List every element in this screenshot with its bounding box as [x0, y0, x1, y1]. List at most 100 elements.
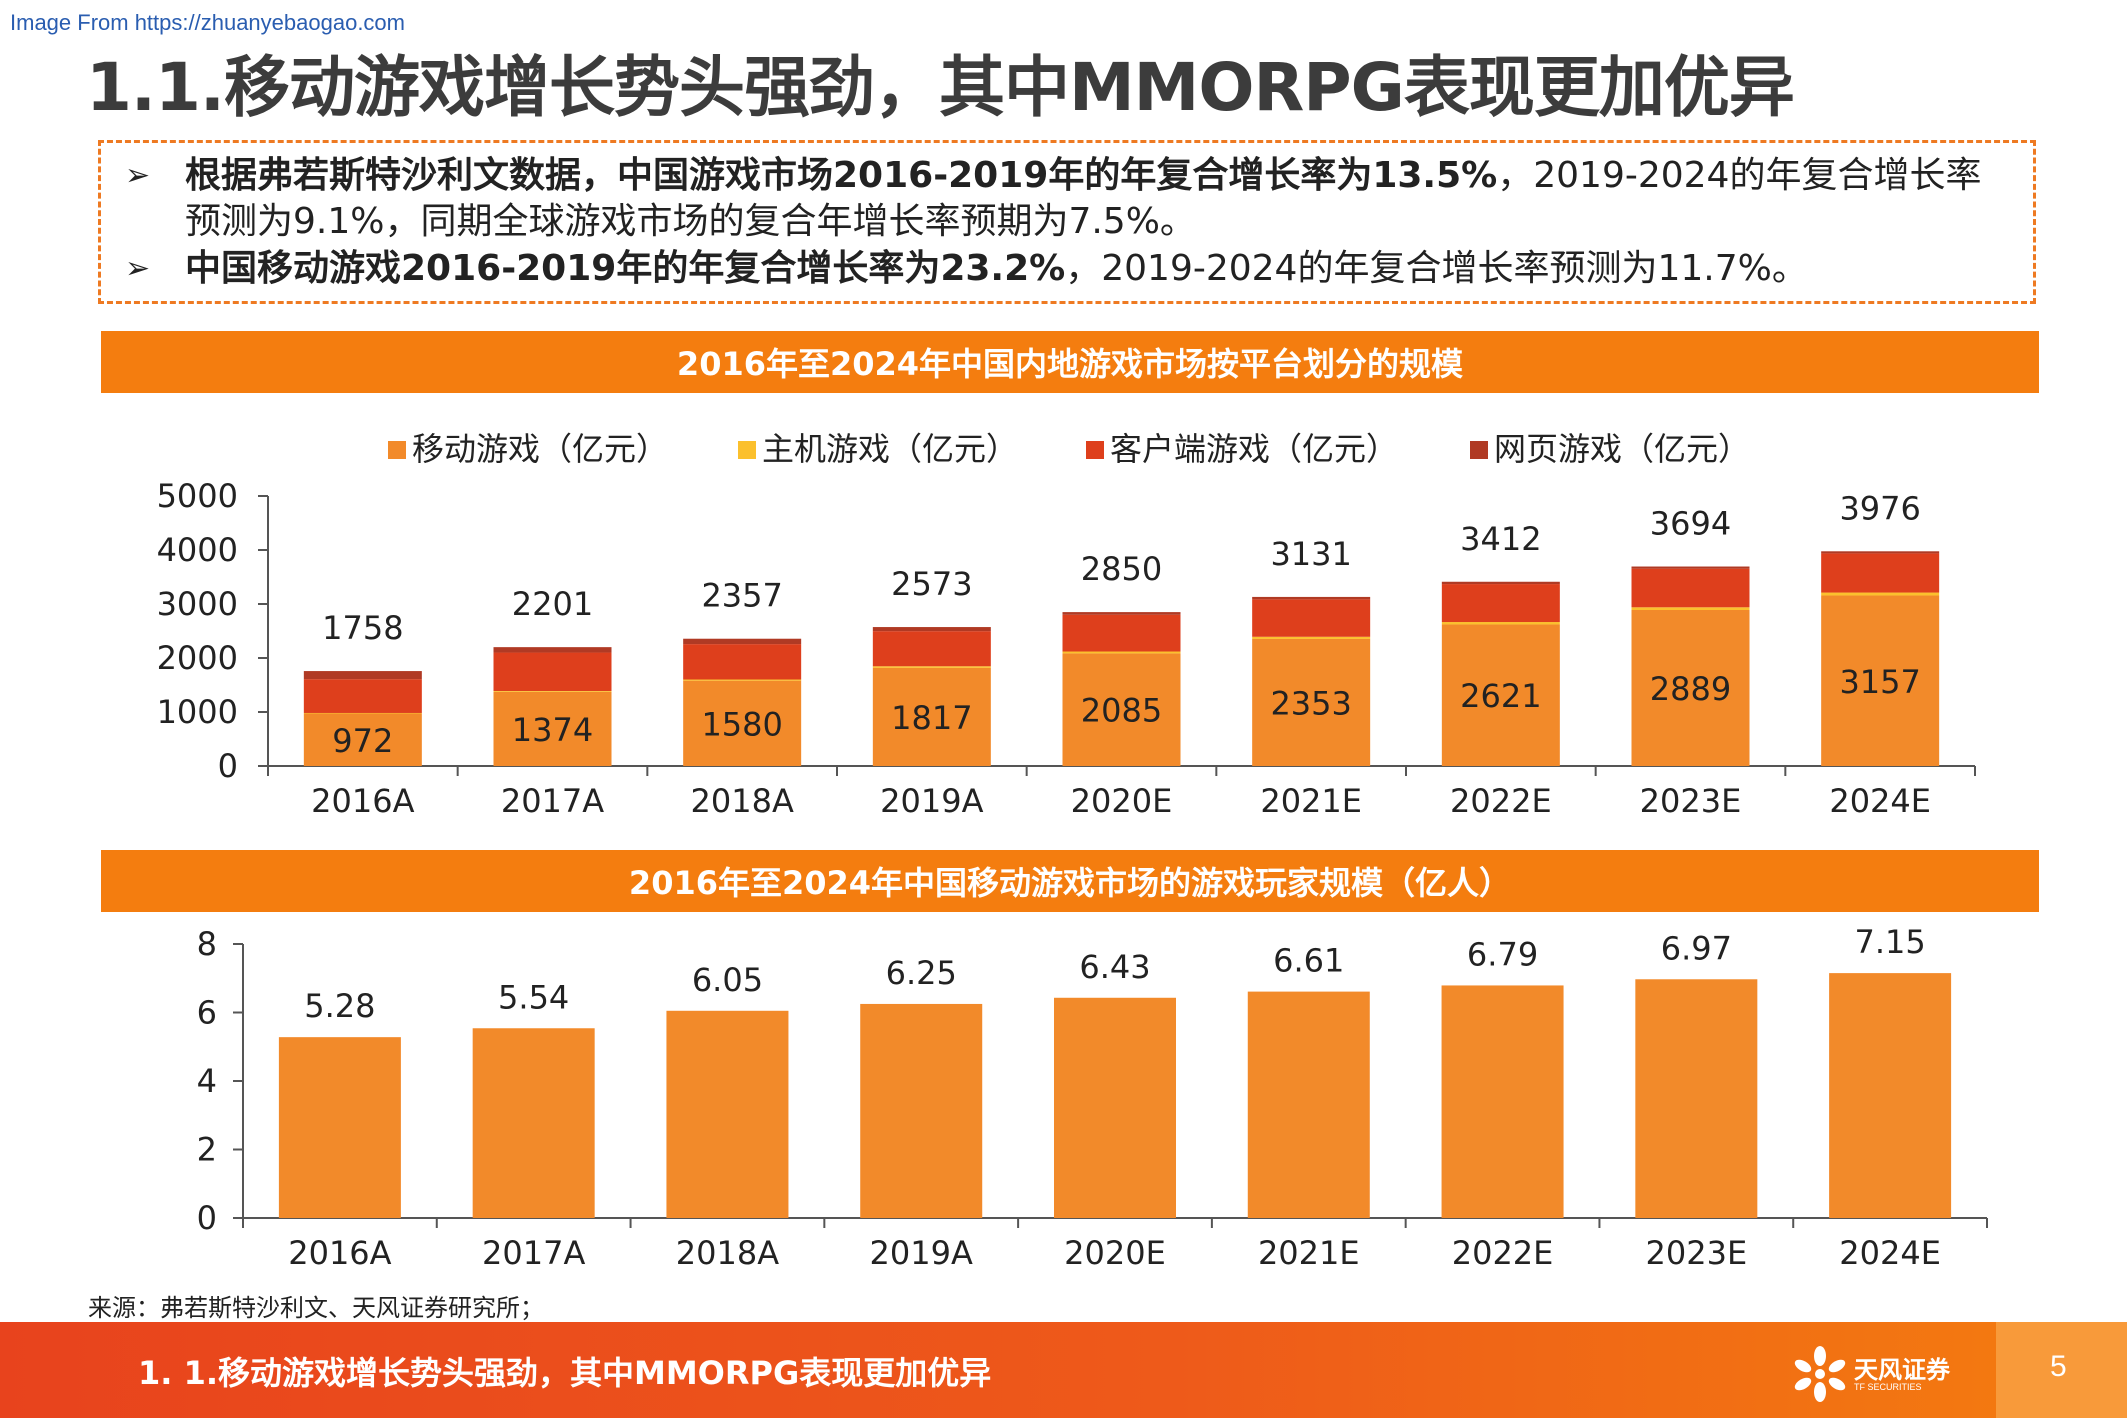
legend-label: 网页游戏（亿元）: [1494, 430, 1750, 468]
bar: [1247, 991, 1370, 1218]
highlight-box: ➢ 根据弗若斯特沙利文数据，中国游戏市场2016-2019年的年复合增长率为13…: [98, 140, 2036, 304]
legend-swatch: [388, 441, 406, 459]
section-title-market: 2016年至2024年中国内地游戏市场按平台划分的规模: [101, 331, 2039, 393]
legend-swatch: [738, 441, 756, 459]
data-label-mobile: 1374: [512, 711, 593, 749]
bar-segment: [1631, 609, 1750, 766]
bar: [666, 1010, 789, 1218]
data-label-total: 2850: [1081, 550, 1162, 588]
y-tick-label: 4: [197, 1062, 217, 1100]
data-label-total: 1758: [322, 609, 403, 647]
bar-segment: [303, 671, 422, 680]
bar-segment: [1252, 638, 1371, 766]
bar-segment: [872, 666, 991, 668]
bullet-1-rest: ，2019-2024的年复合增长率预测为9.1%，同期全球游戏市场的复合年增长率…: [185, 155, 1982, 242]
data-label-mobile: 2085: [1081, 692, 1162, 730]
x-tick-label: 2018A: [691, 782, 794, 820]
x-tick-label: 2016A: [288, 1234, 391, 1272]
bullet-2: ➢ 中国移动游戏2016-2019年的年复合增长率为23.2%，2019-202…: [125, 246, 2015, 292]
bar: [1635, 979, 1758, 1218]
data-label-total: 2573: [891, 565, 972, 603]
x-tick-label: 2016A: [311, 782, 414, 820]
bar-segment: [303, 713, 422, 766]
footer-bar: 1. 1.移动游戏增长势头强劲，其中MMORPG表现更加优异 天风证券 TF S…: [0, 1322, 2127, 1418]
legend-label: 客户端游戏（亿元）: [1110, 430, 1398, 468]
company-logo: 天风证券 TF SECURITIES: [1792, 1344, 1962, 1404]
page-title: 1.1.移动游戏增长势头强劲，其中MMORPG表现更加优异: [86, 49, 1795, 126]
section-title-players: 2016年至2024年中国移动游戏市场的游戏玩家规模（亿人）: [101, 850, 2039, 912]
bullet-2-rest: ，2019-2024的年复合增长率预测为11.7%。: [1065, 248, 1808, 289]
bar: [860, 1003, 983, 1218]
data-label-total: 3976: [1839, 489, 1920, 527]
x-tick-label: 2018A: [676, 1234, 779, 1272]
market-size-chart: 移动游戏（亿元） 主机游戏（亿元） 客户端游戏（亿元） 网页游戏（亿元） 0 1000 20…: [157, 430, 1976, 820]
data-label: 5.28: [304, 987, 375, 1025]
bar-segment: [1821, 553, 1940, 593]
bar-segment: [683, 679, 802, 681]
x-tick-label: 2023E: [1646, 1234, 1748, 1272]
x-tick-label: 2017A: [501, 782, 604, 820]
flower-logo-icon: [1794, 1346, 1846, 1402]
data-label-mobile: 1817: [891, 699, 972, 737]
bullet-2-bold: 中国移动游戏2016-2019年的年复合增长率为23.2%: [185, 248, 1066, 289]
bar-segment: [1062, 651, 1181, 654]
y-tick-label: 0: [218, 747, 238, 785]
data-label-total: 3131: [1270, 535, 1351, 573]
x-tick-label: 2023E: [1640, 782, 1742, 820]
x-tick-label: 2024E: [1829, 782, 1931, 820]
bar-segment: [683, 638, 802, 645]
data-label-total: 3412: [1460, 520, 1541, 558]
bar: [1054, 997, 1176, 1218]
data-label-mobile: 1580: [701, 705, 782, 743]
data-label: 6.43: [1079, 948, 1150, 986]
bar-segment: [493, 647, 612, 653]
bar-segment: [1062, 612, 1181, 615]
y-tick-label: 5000: [157, 477, 238, 515]
data-label-mobile: 2621: [1460, 677, 1541, 715]
bar-segment: [1252, 636, 1371, 639]
footer-title: 1. 1.移动游戏增长势头强劲，其中MMORPG表现更加优异: [138, 1354, 992, 1392]
data-label-mobile: 3157: [1839, 663, 1920, 701]
x-tick-label: 2020E: [1071, 782, 1173, 820]
legend-label: 移动游戏（亿元）: [412, 430, 668, 468]
bar-segment: [303, 712, 422, 714]
data-label-total: 2357: [701, 577, 782, 615]
logo-subtitle: TF SECURITIES: [1854, 1382, 1922, 1392]
legend-label: 主机游戏（亿元）: [762, 430, 1018, 468]
data-label: 5.54: [498, 978, 569, 1016]
bar-segment: [1062, 653, 1181, 766]
bar-segment: [1631, 568, 1750, 608]
bar-segment: [872, 667, 991, 766]
data-label-mobile: 972: [332, 722, 393, 760]
source-watermark[interactable]: Image From https://zhuanyebaogao.com: [10, 10, 405, 35]
bar-segment: [1441, 622, 1560, 625]
bullet-1-bold: 根据弗若斯特沙利文数据，中国游戏市场2016-2019年的年复合增长率为13.5…: [185, 155, 1498, 196]
bar-segment: [1631, 566, 1750, 569]
x-tick-label: 2022E: [1452, 1234, 1554, 1272]
bar: [1441, 985, 1564, 1218]
bar-segment: [493, 690, 612, 692]
x-tick-label: 2020E: [1064, 1234, 1166, 1272]
bar-segment: [1252, 596, 1371, 600]
bar-segment: [1252, 599, 1371, 637]
arrow-bullet-icon: ➢: [125, 251, 151, 286]
bar-segment: [1441, 624, 1560, 766]
legend-swatch: [1470, 441, 1488, 459]
data-label: 6.97: [1661, 929, 1732, 967]
y-tick-label: 2000: [157, 639, 238, 677]
page-number-block: [1996, 1322, 2127, 1418]
bar: [1829, 973, 1952, 1218]
bar-segment: [872, 627, 991, 632]
bar-segment: [1441, 584, 1560, 623]
logo-name: 天风证券: [1854, 1356, 1950, 1384]
bar-segment: [1821, 551, 1940, 554]
x-tick-label: 2017A: [482, 1234, 585, 1272]
bar-segment: [683, 644, 802, 680]
bar-segment: [683, 680, 802, 766]
data-label-total: 3694: [1650, 505, 1731, 543]
source-note: 来源：弗若斯特沙利文、天风证券研究所；: [88, 1294, 544, 1322]
bar: [472, 1028, 595, 1218]
bar-segment: [1441, 581, 1560, 585]
bar: [278, 1037, 401, 1218]
x-tick-label: 2019A: [870, 1234, 973, 1272]
